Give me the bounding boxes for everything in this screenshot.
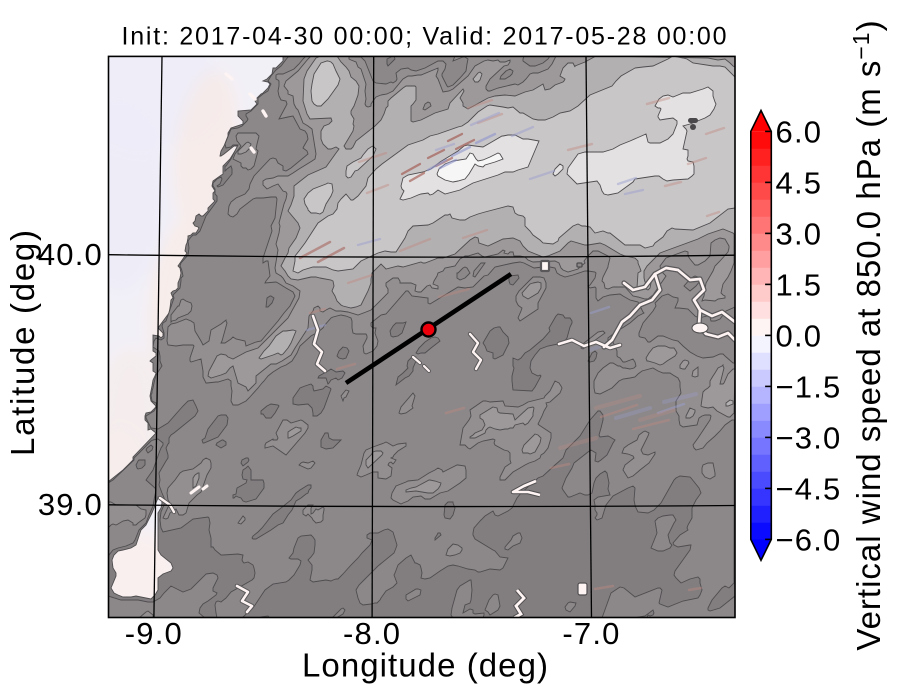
svg-text:3.0: 3.0 [776,216,823,251]
svg-text:−4.5: −4.5 [776,471,842,506]
svg-text:-7.0: -7.0 [562,616,620,651]
svg-text:−1.5: −1.5 [776,369,842,404]
svg-text:Init: 2017-04-30 00:00; Valid:: Init: 2017-04-30 00:00; Valid: 2017-05-2… [122,22,727,50]
svg-text:−6.0: −6.0 [776,522,842,557]
svg-text:6.0: 6.0 [776,114,823,149]
svg-text:−3.0: −3.0 [776,420,842,455]
svg-text:-9.0: -9.0 [125,616,183,651]
svg-text:4.5: 4.5 [776,165,823,200]
svg-text:39.0: 39.0 [38,487,103,522]
svg-text:-8.0: -8.0 [343,616,401,651]
svg-text:Latitude (deg): Latitude (deg) [4,230,41,456]
svg-text:40.0: 40.0 [38,237,103,272]
svg-text:Vertical wind speed at 850.0 h: Vertical wind speed at 850.0 hPa (m s−1) [848,19,887,650]
svg-text:0.0: 0.0 [776,318,823,353]
svg-text:Longitude (deg): Longitude (deg) [302,647,548,684]
svg-text:1.5: 1.5 [776,267,823,302]
